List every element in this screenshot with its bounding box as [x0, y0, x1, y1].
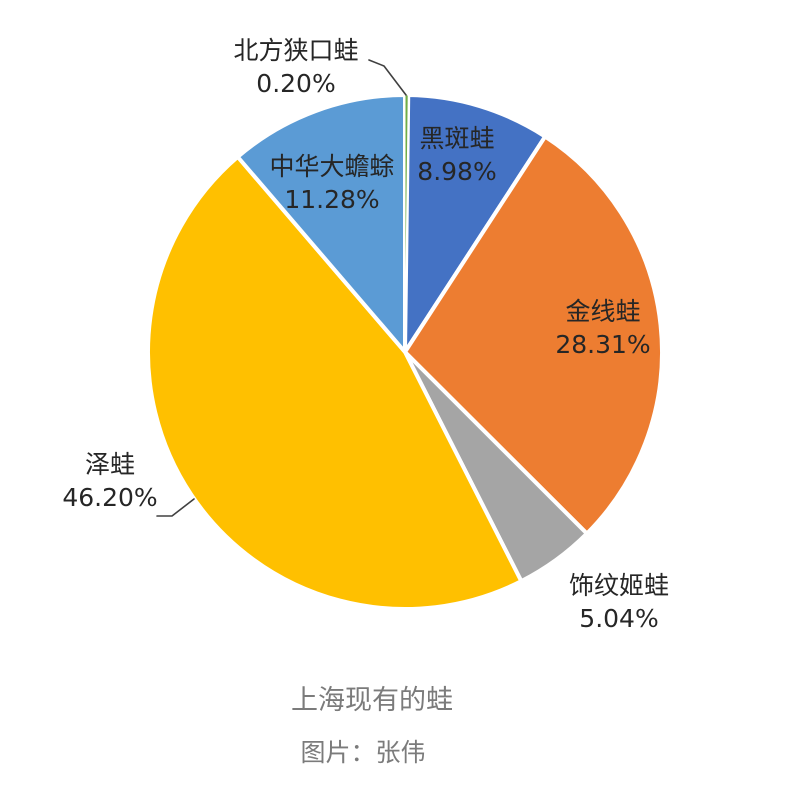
slice-percent: 5.04%: [579, 604, 659, 633]
leader-line-zewa: [156, 498, 195, 517]
slice-label-zhonghuadachanchu: 中华大蟾蜍 11.28%: [269, 150, 394, 216]
slice-percent: 46.20%: [62, 483, 158, 512]
slice-percent: 11.28%: [284, 185, 380, 214]
slice-name: 黑斑蛙: [419, 124, 495, 153]
slice-label-shiwenjiwa: 饰纹姬蛙 5.04%: [569, 569, 669, 635]
slice-label-jinxianwa: 金线蛙 28.31%: [555, 295, 650, 361]
slice-label-heibanwa: 黑斑蛙 8.98%: [417, 122, 496, 188]
pie-slices: [146, 93, 664, 611]
pie-slice-1: [403, 93, 548, 354]
slice-name: 北方狭口蛙: [233, 36, 359, 65]
slice-percent: 28.31%: [555, 330, 651, 359]
slice-name: 泽蛙: [84, 450, 136, 479]
slice-name: 中华大蟾蜍: [269, 152, 395, 181]
slice-label-zewa: 泽蛙 46.20%: [62, 448, 157, 514]
pie-slice-5: [235, 93, 407, 354]
slice-name: 饰纹姬蛙: [568, 571, 670, 600]
leader-line-beifangxiakouwa: [368, 59, 407, 96]
slice-percent: 8.98%: [417, 157, 497, 186]
pie-slice-2: [403, 134, 664, 536]
pie-slice-4: [146, 154, 524, 611]
slice-label-beifangxiakouwa: 北方狭口蛙 0.20%: [233, 34, 358, 100]
slice-percent: 0.20%: [256, 69, 336, 98]
slice-name: 金线蛙: [565, 297, 641, 326]
chart-caption: 图片：张伟: [300, 738, 426, 767]
pie-chart: [146, 59, 664, 611]
chart-title: 上海现有的蛙: [291, 685, 453, 716]
